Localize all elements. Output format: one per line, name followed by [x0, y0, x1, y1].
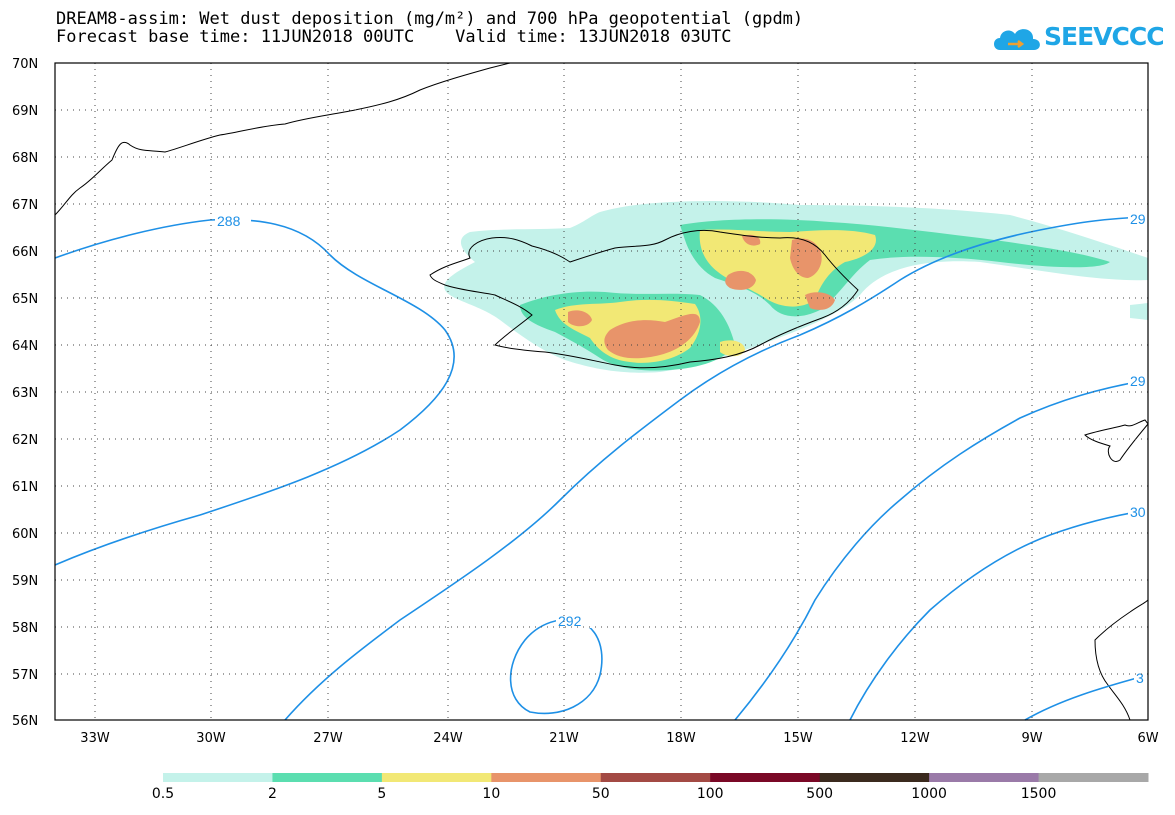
lat-label: 69N [12, 104, 38, 119]
contour-label-east-4: 3 [1136, 670, 1144, 686]
contour-296 [849, 509, 1149, 721]
colorbar-segment [600, 773, 711, 782]
lat-label: 65N [12, 292, 38, 307]
lat-label: 57N [12, 668, 38, 683]
deposition-10-region-f [742, 234, 761, 246]
lat-label: 68N [12, 151, 38, 166]
latitude-labels: 70N 69N 68N 67N 66N 65N 64N 63N 62N 61N … [12, 57, 38, 729]
faroe-coastline [1084, 419, 1149, 462]
lon-label: 9W [1021, 731, 1042, 746]
colorbar-tick-label: 50 [591, 786, 610, 802]
colorbar-tick-label: 500 [806, 786, 834, 802]
geopotential-contours [54, 216, 1149, 721]
deposition-10-region-b [568, 310, 592, 327]
lon-label: 18W [666, 731, 696, 746]
contour-294 [734, 379, 1149, 721]
lon-label: 15W [783, 731, 813, 746]
lon-label: 27W [313, 731, 343, 746]
lat-label: 60N [12, 527, 38, 542]
lon-label: 12W [900, 731, 930, 746]
contour-298 [1024, 674, 1149, 721]
deposition-10-region-e [805, 292, 835, 310]
map-frame [54, 62, 1149, 721]
contour-290-a [284, 216, 1149, 721]
seevccc-logo: SEEVCCC [990, 20, 1165, 56]
colorbar-tick-label: 100 [696, 786, 724, 802]
lat-label: 63N [12, 386, 38, 401]
lon-label: 33W [80, 731, 110, 746]
dust-deposition-field [444, 200, 1148, 373]
colorbar-tick-label: 10 [482, 786, 501, 802]
contour-label-292: 292 [558, 613, 582, 629]
deposition-10-region-d [790, 238, 822, 278]
lon-label: 6W [1137, 731, 1158, 746]
lat-label: 56N [12, 714, 38, 729]
colorbar-tick-label: 1500 [1020, 786, 1057, 802]
gridlines [55, 63, 1148, 720]
colorbar-segment [491, 773, 602, 782]
colorbar-tick-label: 2 [267, 786, 277, 802]
colorbar-segment [163, 773, 273, 782]
lat-label: 58N [12, 621, 38, 636]
lat-label: 59N [12, 574, 38, 589]
contour-label-288: 288 [217, 213, 241, 229]
logo-text: SEEVCCC [1044, 22, 1165, 51]
contour-288 [54, 218, 455, 566]
contour-292 [509, 618, 603, 715]
colorbar-tick-label: 1000 [911, 786, 947, 802]
greenland-coastline [54, 62, 511, 216]
deposition-05-region-east [1130, 303, 1148, 320]
lon-label: 30W [196, 731, 226, 746]
colorbar-tick-label: 0.5 [151, 786, 175, 802]
colorbar-segment [710, 773, 821, 782]
lon-label: 21W [549, 731, 579, 746]
lat-label: 67N [12, 198, 38, 213]
lat-label: 70N [12, 57, 38, 72]
colorbar-segment [272, 773, 383, 782]
lat-label: 64N [12, 339, 38, 354]
deposition-10-region-c [725, 270, 756, 290]
colorbar-segment [819, 773, 930, 782]
contour-label-east-3: 30 [1130, 504, 1146, 520]
lon-label: 24W [433, 731, 463, 746]
colorbar-tick-label: 5 [377, 786, 387, 802]
lat-label: 66N [12, 245, 38, 260]
deposition-5-region-c [720, 340, 745, 357]
contour-label-east-1: 29 [1130, 211, 1146, 227]
colorbar-segment [381, 773, 492, 782]
deposition-10-region-a [604, 313, 700, 359]
contour-labels: 288 292 29 29 30 3 [215, 210, 1148, 686]
longitude-labels: 33W 30W 27W 24W 21W 18W 15W 12W 9W 6W [80, 731, 1158, 746]
map-title-line1: DREAM8-assim: Wet dust deposition (mg/m²… [56, 9, 804, 29]
deposition-5-region-a [699, 229, 876, 307]
cloud-icon [994, 29, 1040, 50]
map-title-line2: Forecast base time: 11JUN2018 00UTC Vali… [56, 27, 732, 47]
contour-label-east-2: 29 [1130, 373, 1146, 389]
colorbar-segment [929, 773, 1040, 782]
colorbar [163, 773, 1149, 782]
iceland-coastline [429, 229, 859, 369]
lat-label: 61N [12, 480, 38, 495]
colorbar-segment [1038, 773, 1149, 782]
lat-label: 62N [12, 433, 38, 448]
